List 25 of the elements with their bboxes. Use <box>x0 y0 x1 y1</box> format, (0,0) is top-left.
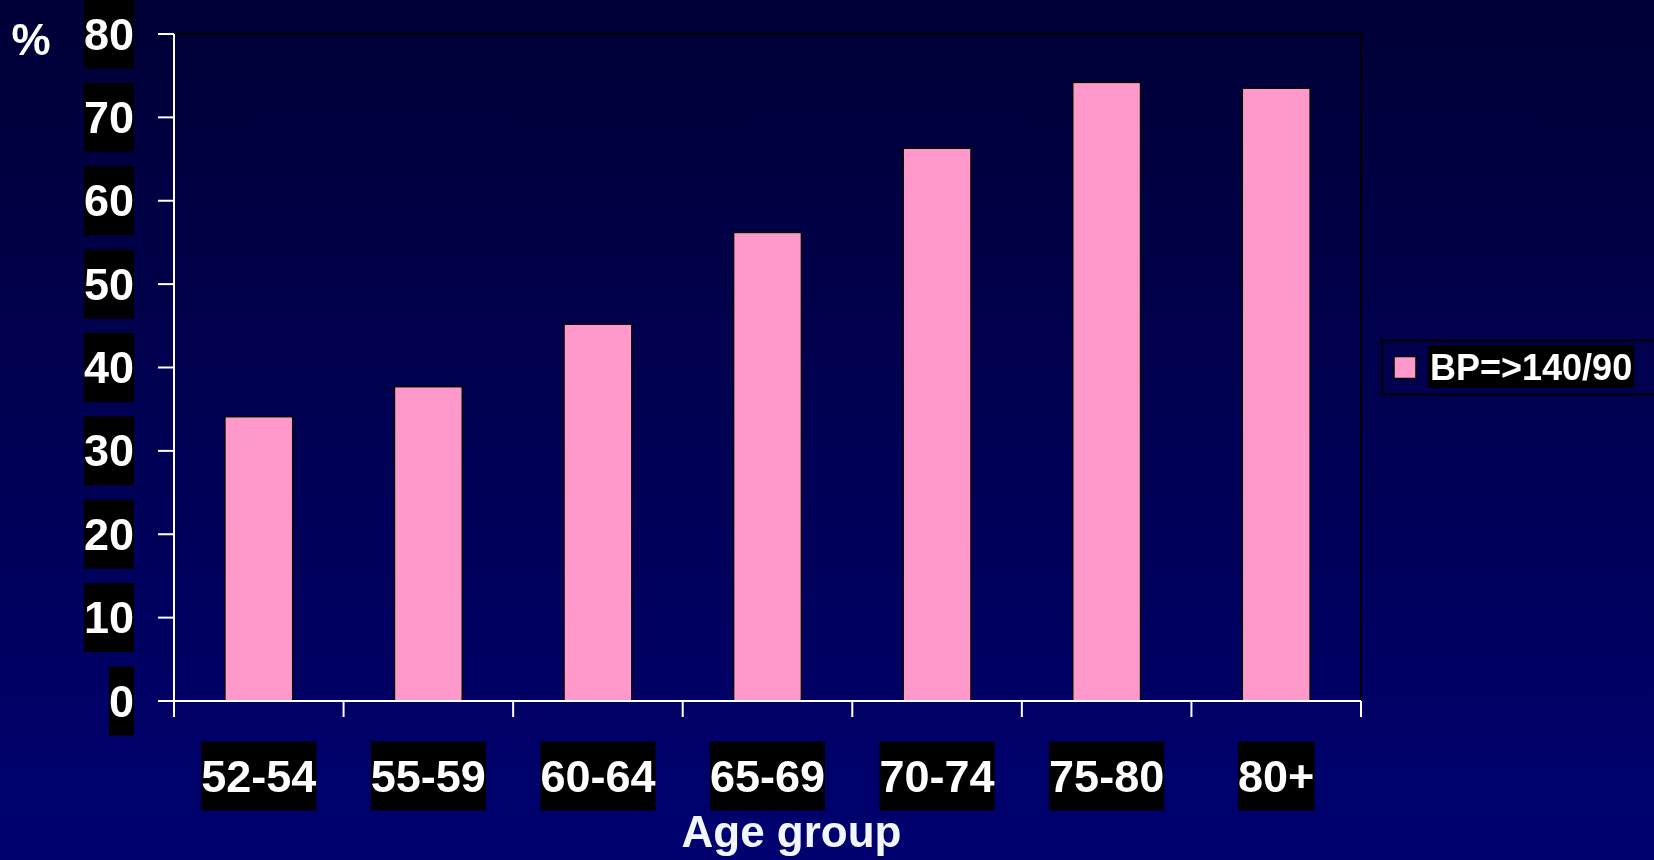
x-tick-label: 60-64 <box>540 750 656 802</box>
bar <box>224 415 294 702</box>
y-tick-label: 10 <box>83 592 134 644</box>
x-tick-label: 52-54 <box>201 750 317 802</box>
x-tick-label: 80+ <box>1238 750 1315 802</box>
x-tick-label: 65-69 <box>709 750 826 802</box>
bar <box>1241 87 1311 702</box>
y-tick-label: 0 <box>108 675 134 727</box>
bar <box>902 147 972 702</box>
x-tick-label: 55-59 <box>370 750 486 802</box>
y-tick-label: 70 <box>83 91 134 143</box>
bar <box>1071 81 1142 702</box>
x-tick-label: 70-74 <box>879 750 995 802</box>
y-tick-label: 40 <box>83 342 134 393</box>
bar <box>393 385 464 702</box>
y-tick-label: 50 <box>83 258 134 310</box>
y-tick-label: 60 <box>83 175 134 227</box>
y-axis-title: % <box>11 14 51 64</box>
x-axis-title: Age group <box>681 807 902 856</box>
x-tick-label: 75-80 <box>1049 750 1165 802</box>
y-tick-label: 30 <box>83 425 134 477</box>
y-tick-label: 80 <box>83 8 134 60</box>
bar <box>563 323 633 702</box>
y-tick-label: 20 <box>83 508 134 560</box>
bar <box>732 231 803 702</box>
